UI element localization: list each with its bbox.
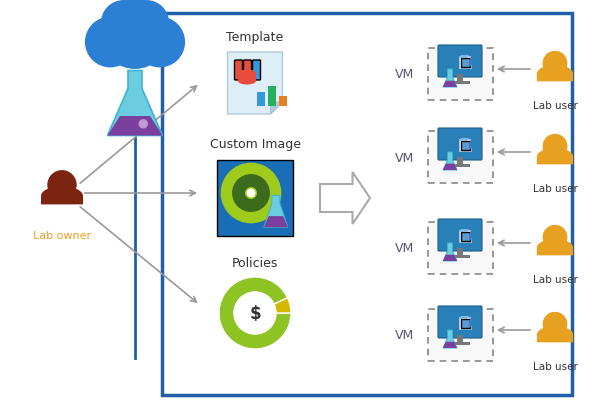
FancyBboxPatch shape [427, 223, 493, 274]
Circle shape [124, 2, 169, 46]
Polygon shape [227, 53, 283, 115]
Polygon shape [459, 316, 469, 319]
Text: Lab owner: Lab owner [33, 230, 91, 240]
Polygon shape [470, 316, 472, 328]
FancyBboxPatch shape [162, 14, 572, 395]
Text: Lab user: Lab user [533, 183, 577, 194]
Polygon shape [443, 164, 457, 171]
Polygon shape [470, 230, 472, 242]
Bar [450, 255, 470, 259]
Wedge shape [219, 277, 291, 349]
FancyBboxPatch shape [244, 61, 251, 81]
Bar [450, 165, 470, 168]
Polygon shape [537, 66, 573, 82]
Polygon shape [537, 326, 573, 342]
Polygon shape [470, 56, 472, 68]
Circle shape [245, 188, 256, 199]
Circle shape [135, 18, 184, 68]
FancyBboxPatch shape [461, 319, 470, 328]
Ellipse shape [238, 78, 256, 85]
Circle shape [101, 1, 169, 69]
Circle shape [544, 135, 567, 159]
Circle shape [247, 190, 255, 197]
Circle shape [544, 226, 567, 249]
FancyBboxPatch shape [459, 57, 471, 69]
Text: $: $ [249, 304, 261, 322]
Bar [279, 97, 287, 107]
Polygon shape [320, 173, 370, 224]
Bar [457, 248, 463, 256]
Polygon shape [459, 56, 469, 59]
FancyBboxPatch shape [235, 61, 242, 81]
Text: Custom Image: Custom Image [209, 138, 301, 151]
FancyBboxPatch shape [427, 132, 493, 183]
Text: Lab user: Lab user [533, 274, 577, 284]
Circle shape [233, 176, 269, 212]
Circle shape [544, 52, 567, 76]
Text: VM: VM [395, 329, 415, 342]
FancyBboxPatch shape [459, 230, 471, 242]
FancyBboxPatch shape [459, 317, 471, 329]
Polygon shape [271, 103, 283, 115]
Polygon shape [443, 81, 457, 88]
FancyBboxPatch shape [438, 219, 482, 252]
Ellipse shape [238, 70, 256, 77]
Bar [268, 87, 276, 107]
Polygon shape [264, 216, 288, 228]
Text: Policies: Policies [232, 256, 278, 269]
FancyBboxPatch shape [217, 161, 293, 236]
Text: Lab user: Lab user [533, 361, 577, 371]
Polygon shape [443, 153, 457, 171]
Polygon shape [537, 149, 573, 165]
Bar [450, 342, 470, 345]
Text: VM: VM [395, 151, 415, 164]
Polygon shape [443, 255, 457, 261]
Polygon shape [107, 71, 163, 136]
Polygon shape [537, 240, 573, 256]
FancyBboxPatch shape [427, 49, 493, 101]
Bar [457, 158, 463, 166]
Polygon shape [459, 139, 469, 142]
Text: VM: VM [395, 242, 415, 255]
Circle shape [221, 164, 281, 223]
FancyBboxPatch shape [438, 129, 482, 161]
Polygon shape [264, 196, 288, 228]
Polygon shape [107, 117, 163, 136]
Wedge shape [274, 298, 291, 313]
FancyBboxPatch shape [461, 233, 470, 242]
FancyBboxPatch shape [253, 61, 260, 81]
Circle shape [101, 2, 146, 46]
Polygon shape [443, 342, 457, 348]
FancyBboxPatch shape [438, 306, 482, 338]
Bar [457, 335, 463, 343]
FancyBboxPatch shape [459, 140, 471, 152]
Polygon shape [459, 230, 469, 233]
Bar [457, 75, 463, 83]
Circle shape [86, 18, 135, 68]
Polygon shape [443, 330, 457, 348]
Polygon shape [443, 70, 457, 88]
Polygon shape [443, 243, 457, 261]
Text: Template: Template [226, 31, 284, 44]
FancyBboxPatch shape [427, 309, 493, 361]
Text: VM: VM [395, 68, 415, 81]
FancyBboxPatch shape [461, 59, 470, 68]
Circle shape [48, 171, 76, 199]
FancyBboxPatch shape [438, 46, 482, 78]
Circle shape [234, 292, 276, 334]
FancyBboxPatch shape [461, 142, 470, 151]
Polygon shape [41, 187, 83, 205]
Text: Lab user: Lab user [533, 101, 577, 111]
Bar [257, 93, 265, 107]
Bar [238, 74, 256, 82]
Polygon shape [470, 139, 472, 151]
Bar [450, 82, 470, 85]
Circle shape [544, 313, 567, 336]
Circle shape [139, 121, 147, 128]
